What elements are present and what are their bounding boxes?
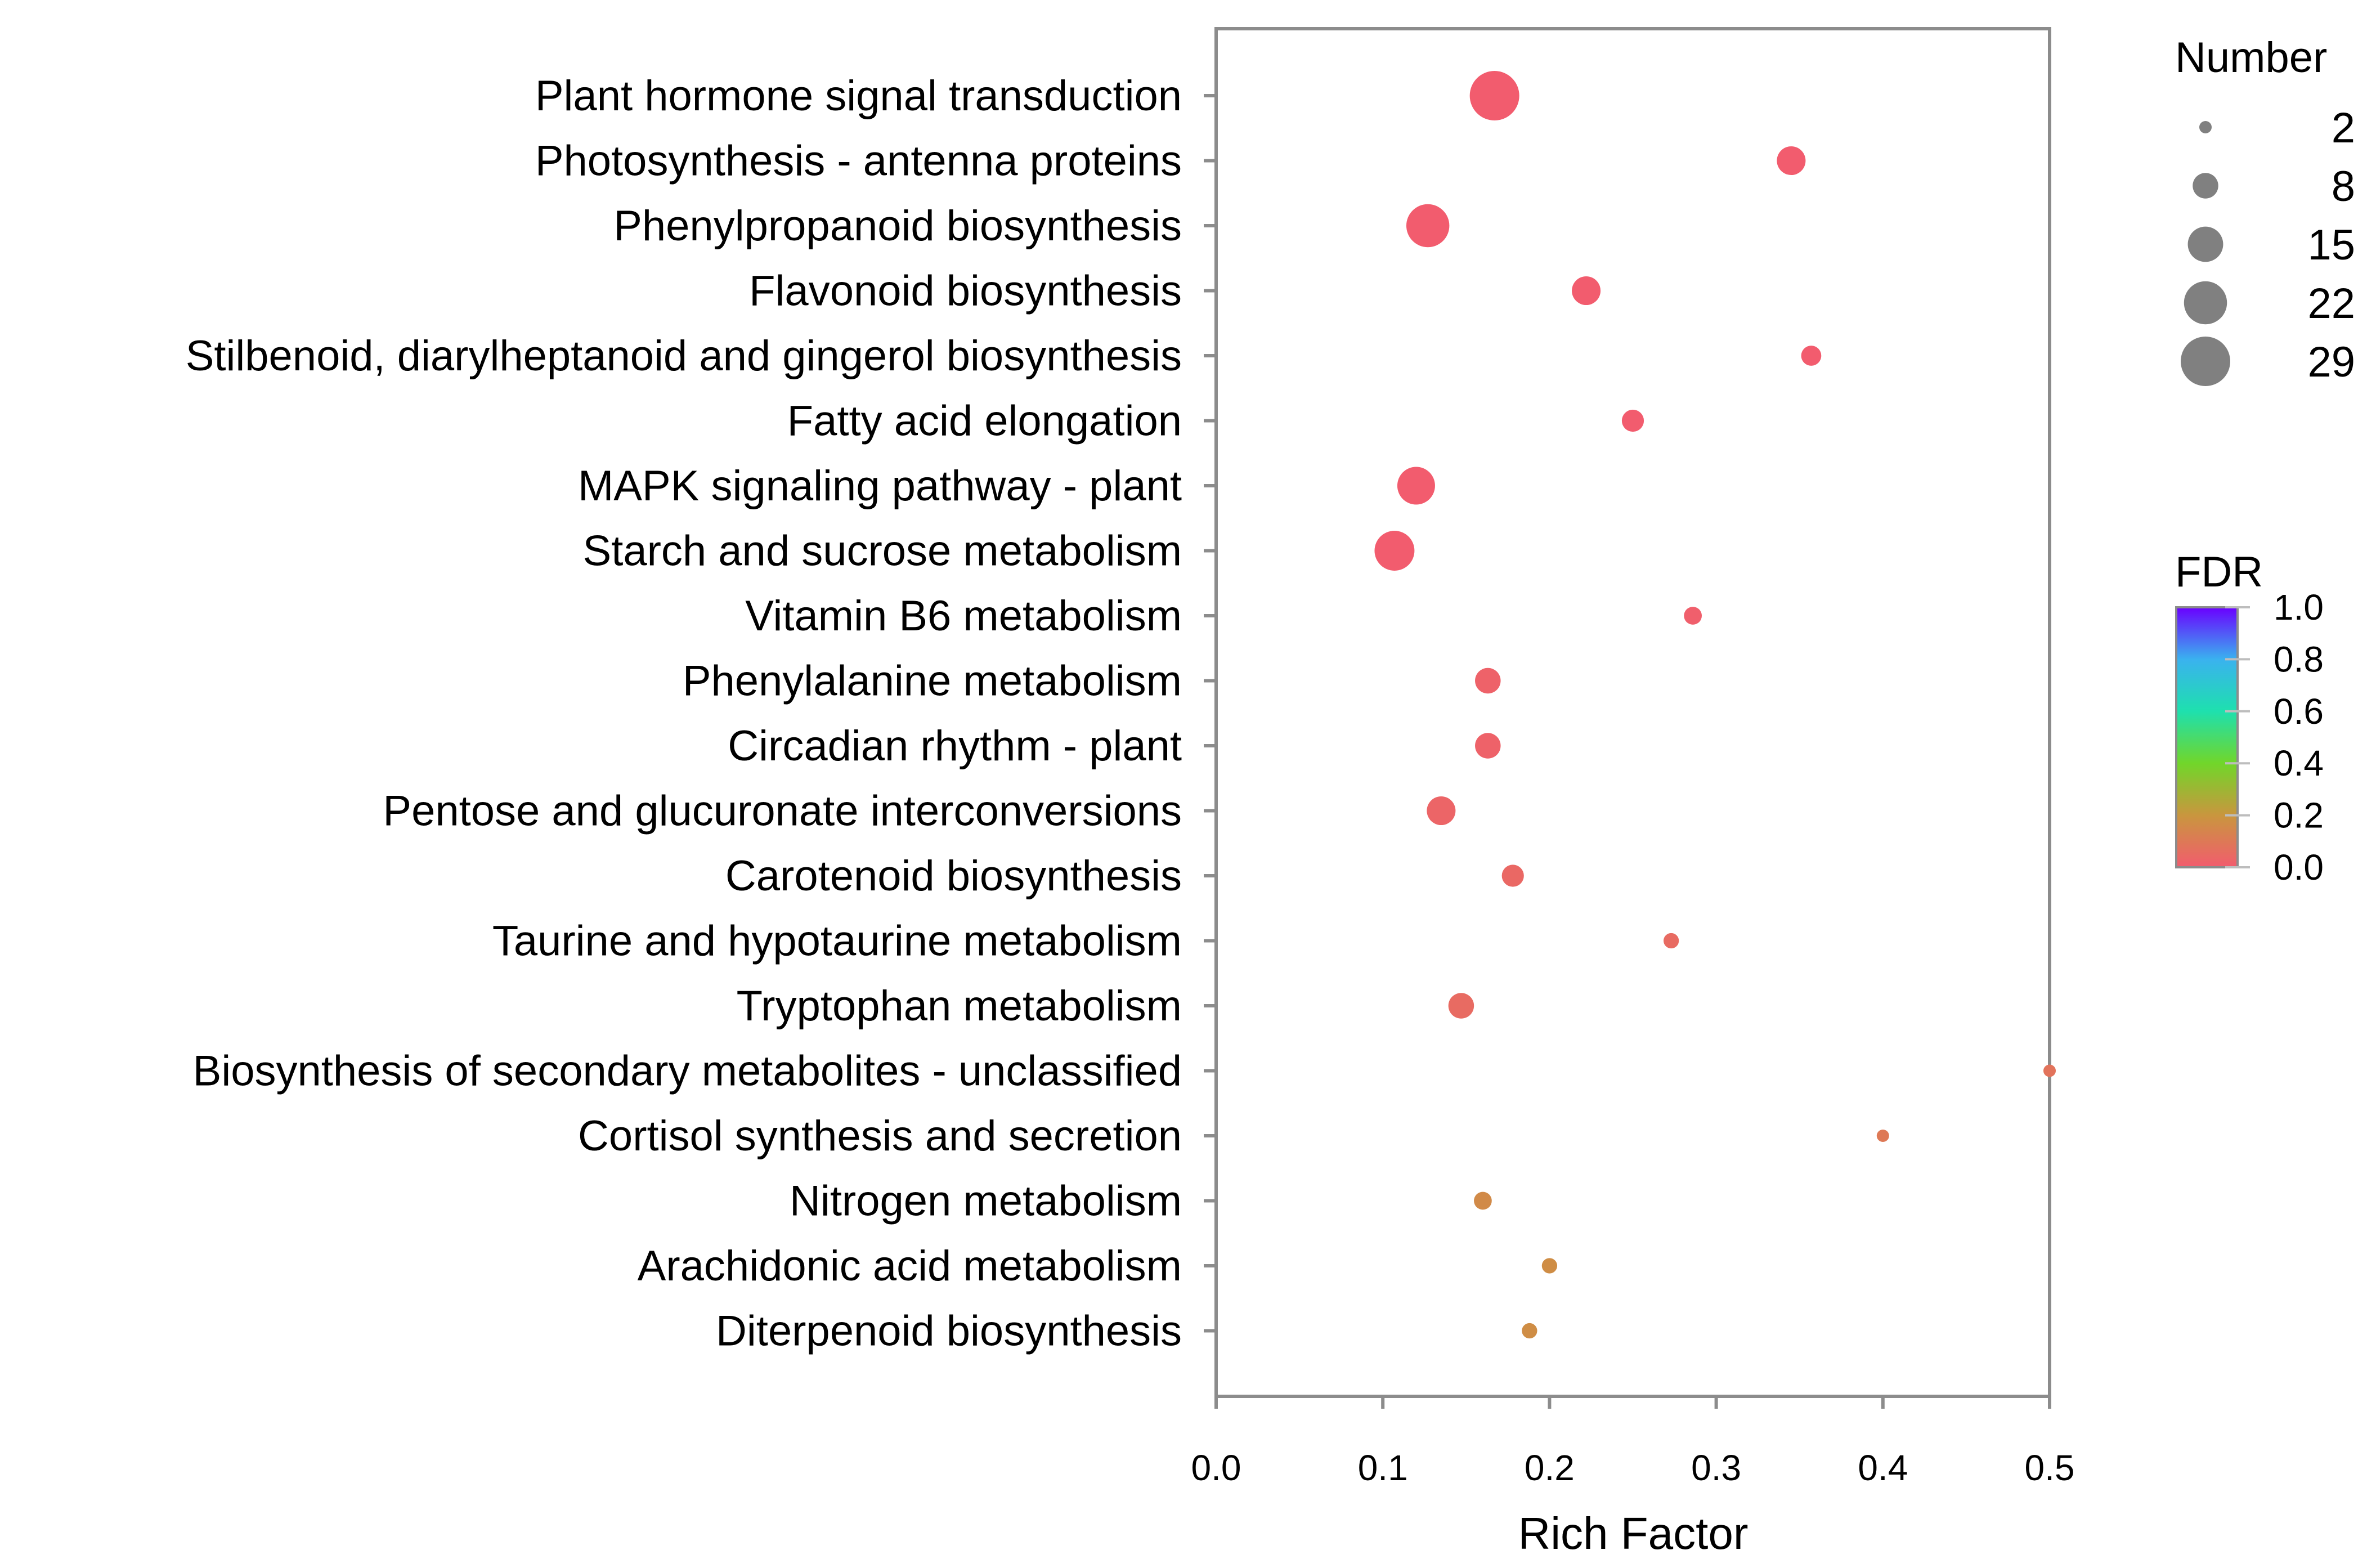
x-tick-label: 0.3 xyxy=(1691,1448,1741,1488)
data-point xyxy=(1448,993,1474,1019)
size-legend-marker xyxy=(2181,337,2230,386)
fdr-colorbar-tick-label: 1.0 xyxy=(2274,587,2324,628)
category-label: Nitrogen metabolism xyxy=(790,1177,1182,1225)
data-point xyxy=(1522,1323,1537,1339)
data-point xyxy=(1475,667,1501,694)
size-legend-marker xyxy=(2187,226,2223,262)
x-tick-label: 0.4 xyxy=(1858,1448,1908,1488)
category-label: Starch and sucrose metabolism xyxy=(583,527,1182,575)
data-point xyxy=(1406,204,1450,248)
fdr-colorbar-tick-label: 0.8 xyxy=(2274,639,2324,679)
category-label: Fatty acid elongation xyxy=(787,397,1182,445)
size-legend-label: 2 xyxy=(2332,104,2355,152)
fdr-colorbar-tick-label: 0.6 xyxy=(2274,691,2324,732)
fdr-colorbar-tick-label: 0.2 xyxy=(2274,795,2324,836)
data-point xyxy=(1621,409,1644,432)
data-point xyxy=(1663,933,1679,949)
category-label: Phenylalanine metabolism xyxy=(683,657,1182,705)
size-legend-label: 15 xyxy=(2307,221,2355,269)
category-label: Tryptophan metabolism xyxy=(737,982,1182,1030)
x-tick-label: 0.2 xyxy=(1525,1448,1575,1488)
data-point xyxy=(1541,1258,1558,1274)
category-label: Photosynthesis - antenna proteins xyxy=(535,137,1182,185)
data-point xyxy=(1801,346,1822,366)
data-point xyxy=(2043,1064,2056,1077)
size-legend-label: 22 xyxy=(2307,280,2355,328)
plot-frame xyxy=(1214,27,2051,1398)
data-point xyxy=(1876,1130,1889,1142)
category-label: Plant hormone signal transduction xyxy=(535,72,1182,120)
data-point xyxy=(1397,467,1435,505)
data-point xyxy=(1374,531,1415,571)
size-legend-label: 29 xyxy=(2307,338,2355,386)
data-point xyxy=(1777,146,1806,176)
data-point xyxy=(1469,71,1519,120)
data-point xyxy=(1572,276,1601,306)
x-tick-label: 0.0 xyxy=(1191,1448,1241,1488)
category-label: Carotenoid biosynthesis xyxy=(725,852,1182,900)
fdr-colorbar xyxy=(2175,606,2239,868)
data-point xyxy=(1427,796,1456,826)
x-axis-title: Rich Factor xyxy=(1518,1508,1749,1558)
category-label: Phenylpropanoid biosynthesis xyxy=(613,202,1182,250)
category-label: Flavonoid biosynthesis xyxy=(749,267,1182,315)
size-legend-marker xyxy=(2184,281,2227,325)
category-label: Vitamin B6 metabolism xyxy=(745,592,1182,640)
data-point xyxy=(1475,733,1501,759)
data-point xyxy=(1501,864,1524,887)
category-label: Pentose and glucuronate interconversions xyxy=(383,787,1182,835)
x-tick-label: 0.5 xyxy=(2025,1448,2075,1488)
size-legend-marker xyxy=(2193,173,2218,199)
fdr-colorbar-tick-label: 0.4 xyxy=(2274,743,2324,783)
category-label: Taurine and hypotaurine metabolism xyxy=(492,917,1182,965)
category-label: MAPK signaling pathway - plant xyxy=(578,462,1182,510)
fdr-colorbar-tick-label: 0.0 xyxy=(2274,847,2324,888)
x-axis: 0.0 0.1 0.2 0.3 0.4 0.5 xyxy=(1191,1396,2075,1488)
size-legend-title: Number xyxy=(2175,34,2327,82)
size-legend-label: 8 xyxy=(2332,163,2355,210)
category-label: Stilbenoid, diarylheptanoid and gingerol… xyxy=(186,332,1182,380)
y-axis: Plant hormone signal transduction Photosy… xyxy=(186,72,1216,1355)
category-label: Diterpenoid biosynthesis xyxy=(716,1307,1182,1355)
category-label: Cortisol synthesis and secretion xyxy=(578,1112,1182,1160)
fdr-colorbar-ticks: 1.0 0.8 0.6 0.4 0.2 0.0 xyxy=(2225,587,2324,888)
x-tick-label: 0.1 xyxy=(1358,1448,1408,1488)
data-points xyxy=(1374,71,2056,1339)
fdr-legend-title: FDR xyxy=(2175,548,2263,596)
category-label: Circadian rhythm - plant xyxy=(728,722,1182,770)
category-label: Arachidonic acid metabolism xyxy=(638,1242,1182,1290)
size-legend-marker xyxy=(2199,121,2212,133)
data-point xyxy=(1684,607,1702,625)
data-point xyxy=(1474,1191,1492,1210)
size-legend: 2 8 15 22 29 xyxy=(2181,104,2355,386)
category-label: Biosynthesis of secondary metabolites - … xyxy=(193,1047,1182,1095)
